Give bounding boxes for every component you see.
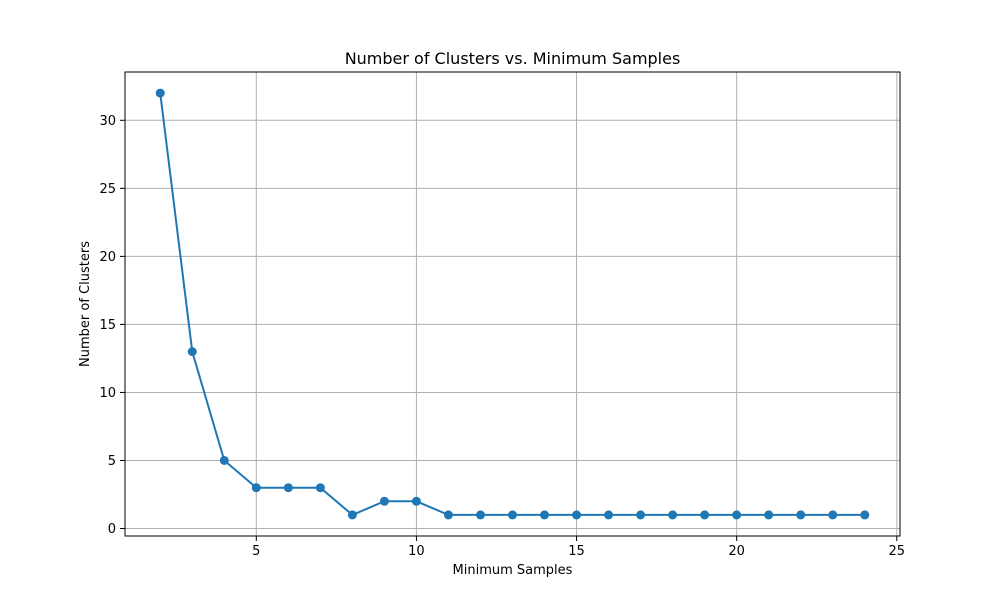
y-tick-label: 30 [99,114,116,129]
data-point [860,510,870,520]
data-point [411,496,421,506]
x-axis-label: Minimum Samples [453,563,573,578]
data-point [347,510,357,520]
data-point [828,510,838,520]
data-point [700,510,710,520]
grid [125,72,900,536]
data-point [155,88,165,98]
y-tick-label: 15 [99,318,116,333]
data-point [283,483,293,493]
y-tick-label: 0 [108,522,116,537]
y-tick-label: 5 [108,454,116,469]
data-point [732,510,742,520]
data-point [572,510,582,520]
x-tick-label: 25 [889,544,906,559]
data-point [796,510,806,520]
x-axis-ticks: 5 10 15 20 25 [252,536,905,559]
x-tick-label: 15 [568,544,585,559]
data-point [379,496,389,506]
x-tick-label: 10 [408,544,425,559]
data-point [764,510,774,520]
data-point [315,483,325,493]
y-axis-label: Number of Clusters [78,241,93,367]
data-point [443,510,453,520]
data-point [251,483,261,493]
series-line [159,92,865,517]
data-point [668,510,678,520]
data-point [219,455,229,465]
y-axis-ticks: 0 5 10 15 20 25 30 [99,114,125,537]
series-layer [155,88,870,520]
data-point [540,510,550,520]
data-point [604,510,614,520]
data-point [187,347,197,357]
x-tick-label: 20 [728,544,745,559]
chart-title: Number of Clusters vs. Minimum Samples [345,49,681,68]
data-point [475,510,485,520]
data-point [508,510,517,520]
data-point [636,510,646,520]
x-tick-label: 5 [252,544,260,559]
y-tick-label: 25 [99,182,116,197]
y-tick-label: 20 [99,250,116,265]
plot-frame [124,71,901,537]
y-tick-label: 10 [99,386,116,401]
